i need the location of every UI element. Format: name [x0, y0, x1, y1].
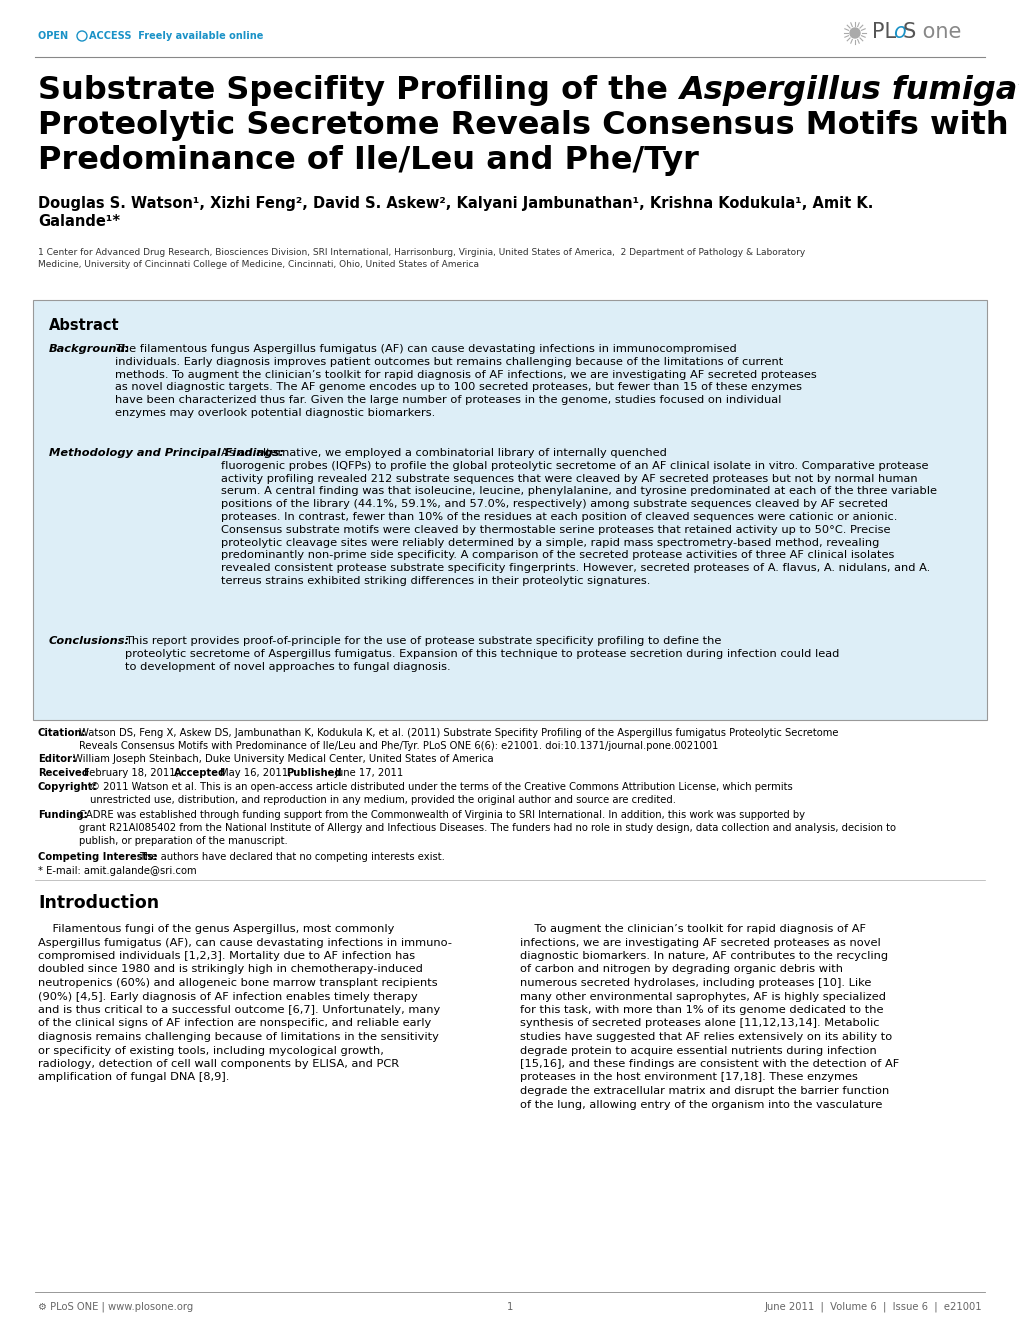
Text: many other environmental saprophytes, AF is highly specialized: many other environmental saprophytes, AF…: [520, 992, 886, 1001]
Text: radiology, detection of cell wall components by ELISA, and PCR: radiology, detection of cell wall compon…: [38, 1059, 398, 1069]
Text: ⚙ PLoS ONE | www.plosone.org: ⚙ PLoS ONE | www.plosone.org: [38, 1303, 193, 1313]
Text: Abstract: Abstract: [49, 317, 119, 333]
Text: of the lung, allowing entry of the organism into the vasculature: of the lung, allowing entry of the organ…: [520, 1100, 881, 1109]
Text: June 17, 2011: June 17, 2011: [334, 768, 404, 778]
Text: Conclusions:: Conclusions:: [49, 636, 129, 647]
Circle shape: [849, 28, 859, 38]
Text: infections, we are investigating AF secreted proteases as novel: infections, we are investigating AF secr…: [520, 938, 879, 947]
Text: Galande¹*: Galande¹*: [38, 213, 120, 229]
Text: S: S: [902, 22, 915, 42]
Text: CADRE was established through funding support from the Commonwealth of Virginia : CADRE was established through funding su…: [78, 810, 895, 846]
Text: numerous secreted hydrolases, including proteases [10]. Like: numerous secreted hydrolases, including …: [520, 979, 870, 988]
Text: Predominance of Ile/Leu and Phe/Tyr: Predominance of Ile/Leu and Phe/Tyr: [38, 145, 698, 176]
Text: Copyright:: Copyright:: [38, 782, 98, 792]
Bar: [33, 300, 986, 720]
Text: Background:: Background:: [49, 344, 130, 354]
Text: As an alternative, we employed a combinatorial library of internally quenched
fl: As an alternative, we employed a combina…: [221, 448, 936, 586]
Text: * E-mail: amit.galande@sri.com: * E-mail: amit.galande@sri.com: [38, 867, 197, 876]
Text: Substrate Specifity Profiling of the: Substrate Specifity Profiling of the: [38, 75, 679, 105]
Text: ACCESS  Freely available online: ACCESS Freely available online: [89, 32, 263, 41]
Text: doubled since 1980 and is strikingly high in chemotherapy-induced: doubled since 1980 and is strikingly hig…: [38, 964, 423, 975]
Text: © 2011 Watson et al. This is an open-access article distributed under the terms : © 2011 Watson et al. This is an open-acc…: [90, 782, 792, 805]
Text: Accepted: Accepted: [174, 768, 226, 778]
Text: o: o: [892, 22, 905, 42]
Text: diagnostic biomarkers. In nature, AF contributes to the recycling: diagnostic biomarkers. In nature, AF con…: [520, 951, 888, 961]
Text: synthesis of secreted proteases alone [11,12,13,14]. Metabolic: synthesis of secreted proteases alone [1…: [520, 1018, 878, 1029]
Text: and is thus critical to a successful outcome [6,7]. Unfortunately, many: and is thus critical to a successful out…: [38, 1005, 440, 1015]
Text: [15,16], and these findings are consistent with the detection of AF: [15,16], and these findings are consiste…: [520, 1059, 899, 1069]
Text: Methodology and Principal Findings:: Methodology and Principal Findings:: [49, 448, 283, 458]
Text: Published: Published: [285, 768, 341, 778]
Text: PL: PL: [871, 22, 896, 42]
Text: studies have suggested that AF relies extensively on its ability to: studies have suggested that AF relies ex…: [520, 1033, 892, 1042]
Text: Aspergillus fumigatus: Aspergillus fumigatus: [679, 75, 1019, 105]
Text: 1 Center for Advanced Drug Research, Biosciences Division, SRI International, Ha: 1 Center for Advanced Drug Research, Bio…: [38, 248, 804, 269]
Text: Watson DS, Feng X, Askew DS, Jambunathan K, Kodukula K, et al. (2011) Substrate : Watson DS, Feng X, Askew DS, Jambunathan…: [78, 728, 838, 751]
Text: amplification of fungal DNA [8,9].: amplification of fungal DNA [8,9].: [38, 1072, 229, 1083]
Text: February 18, 2011;: February 18, 2011;: [84, 768, 181, 778]
Text: May 16, 2011;: May 16, 2011;: [220, 768, 294, 778]
Text: of the clinical signs of AF infection are nonspecific, and reliable early: of the clinical signs of AF infection ar…: [38, 1018, 431, 1029]
Text: Proteolytic Secretome Reveals Consensus Motifs with: Proteolytic Secretome Reveals Consensus …: [38, 111, 1008, 141]
Text: To augment the clinician’s toolkit for rapid diagnosis of AF: To augment the clinician’s toolkit for r…: [520, 925, 865, 934]
Text: Aspergillus fumigatus (AF), can cause devastating infections in immuno-: Aspergillus fumigatus (AF), can cause de…: [38, 938, 451, 947]
Text: Douglas S. Watson¹, Xizhi Feng², David S. Askew², Kalyani Jambunathan¹, Krishna : Douglas S. Watson¹, Xizhi Feng², David S…: [38, 196, 872, 211]
Text: Received: Received: [38, 768, 89, 778]
Text: Editor:: Editor:: [38, 755, 76, 764]
Text: The authors have declared that no competing interests exist.: The authors have declared that no compet…: [139, 852, 444, 863]
Text: for this task, with more than 1% of its genome dedicated to the: for this task, with more than 1% of its …: [520, 1005, 882, 1015]
Text: compromised individuals [1,2,3]. Mortality due to AF infection has: compromised individuals [1,2,3]. Mortali…: [38, 951, 415, 961]
Text: one: one: [915, 22, 961, 42]
Text: William Joseph Steinbach, Duke University Medical Center, United States of Ameri: William Joseph Steinbach, Duke Universit…: [73, 755, 493, 764]
Text: This report provides proof-of-principle for the use of protease substrate specif: This report provides proof-of-principle …: [125, 636, 839, 672]
Text: Filamentous fungi of the genus Aspergillus, most commonly: Filamentous fungi of the genus Aspergill…: [38, 925, 394, 934]
Text: Funding:: Funding:: [38, 810, 88, 820]
Text: June 2011  |  Volume 6  |  Issue 6  |  e21001: June 2011 | Volume 6 | Issue 6 | e21001: [763, 1303, 981, 1313]
Text: of carbon and nitrogen by degrading organic debris with: of carbon and nitrogen by degrading orga…: [520, 964, 842, 975]
Text: OPEN: OPEN: [38, 32, 71, 41]
Text: (90%) [4,5]. Early diagnosis of AF infection enables timely therapy: (90%) [4,5]. Early diagnosis of AF infec…: [38, 992, 418, 1001]
Text: diagnosis remains challenging because of limitations in the sensitivity: diagnosis remains challenging because of…: [38, 1033, 438, 1042]
Text: proteases in the host environment [17,18]. These enzymes: proteases in the host environment [17,18…: [520, 1072, 857, 1083]
Text: Introduction: Introduction: [38, 894, 159, 911]
Text: neutropenics (60%) and allogeneic bone marrow transplant recipients: neutropenics (60%) and allogeneic bone m…: [38, 979, 437, 988]
Text: degrade protein to acquire essential nutrients during infection: degrade protein to acquire essential nut…: [520, 1046, 876, 1055]
Text: Citation:: Citation:: [38, 728, 87, 738]
Text: 1: 1: [506, 1303, 513, 1312]
Text: The filamentous fungus Aspergillus fumigatus (AF) can cause devastating infectio: The filamentous fungus Aspergillus fumig…: [115, 344, 816, 417]
Text: or specificity of existing tools, including mycological growth,: or specificity of existing tools, includ…: [38, 1046, 383, 1055]
Text: degrade the extracellular matrix and disrupt the barrier function: degrade the extracellular matrix and dis…: [520, 1087, 889, 1096]
Text: Competing Interests:: Competing Interests:: [38, 852, 157, 863]
